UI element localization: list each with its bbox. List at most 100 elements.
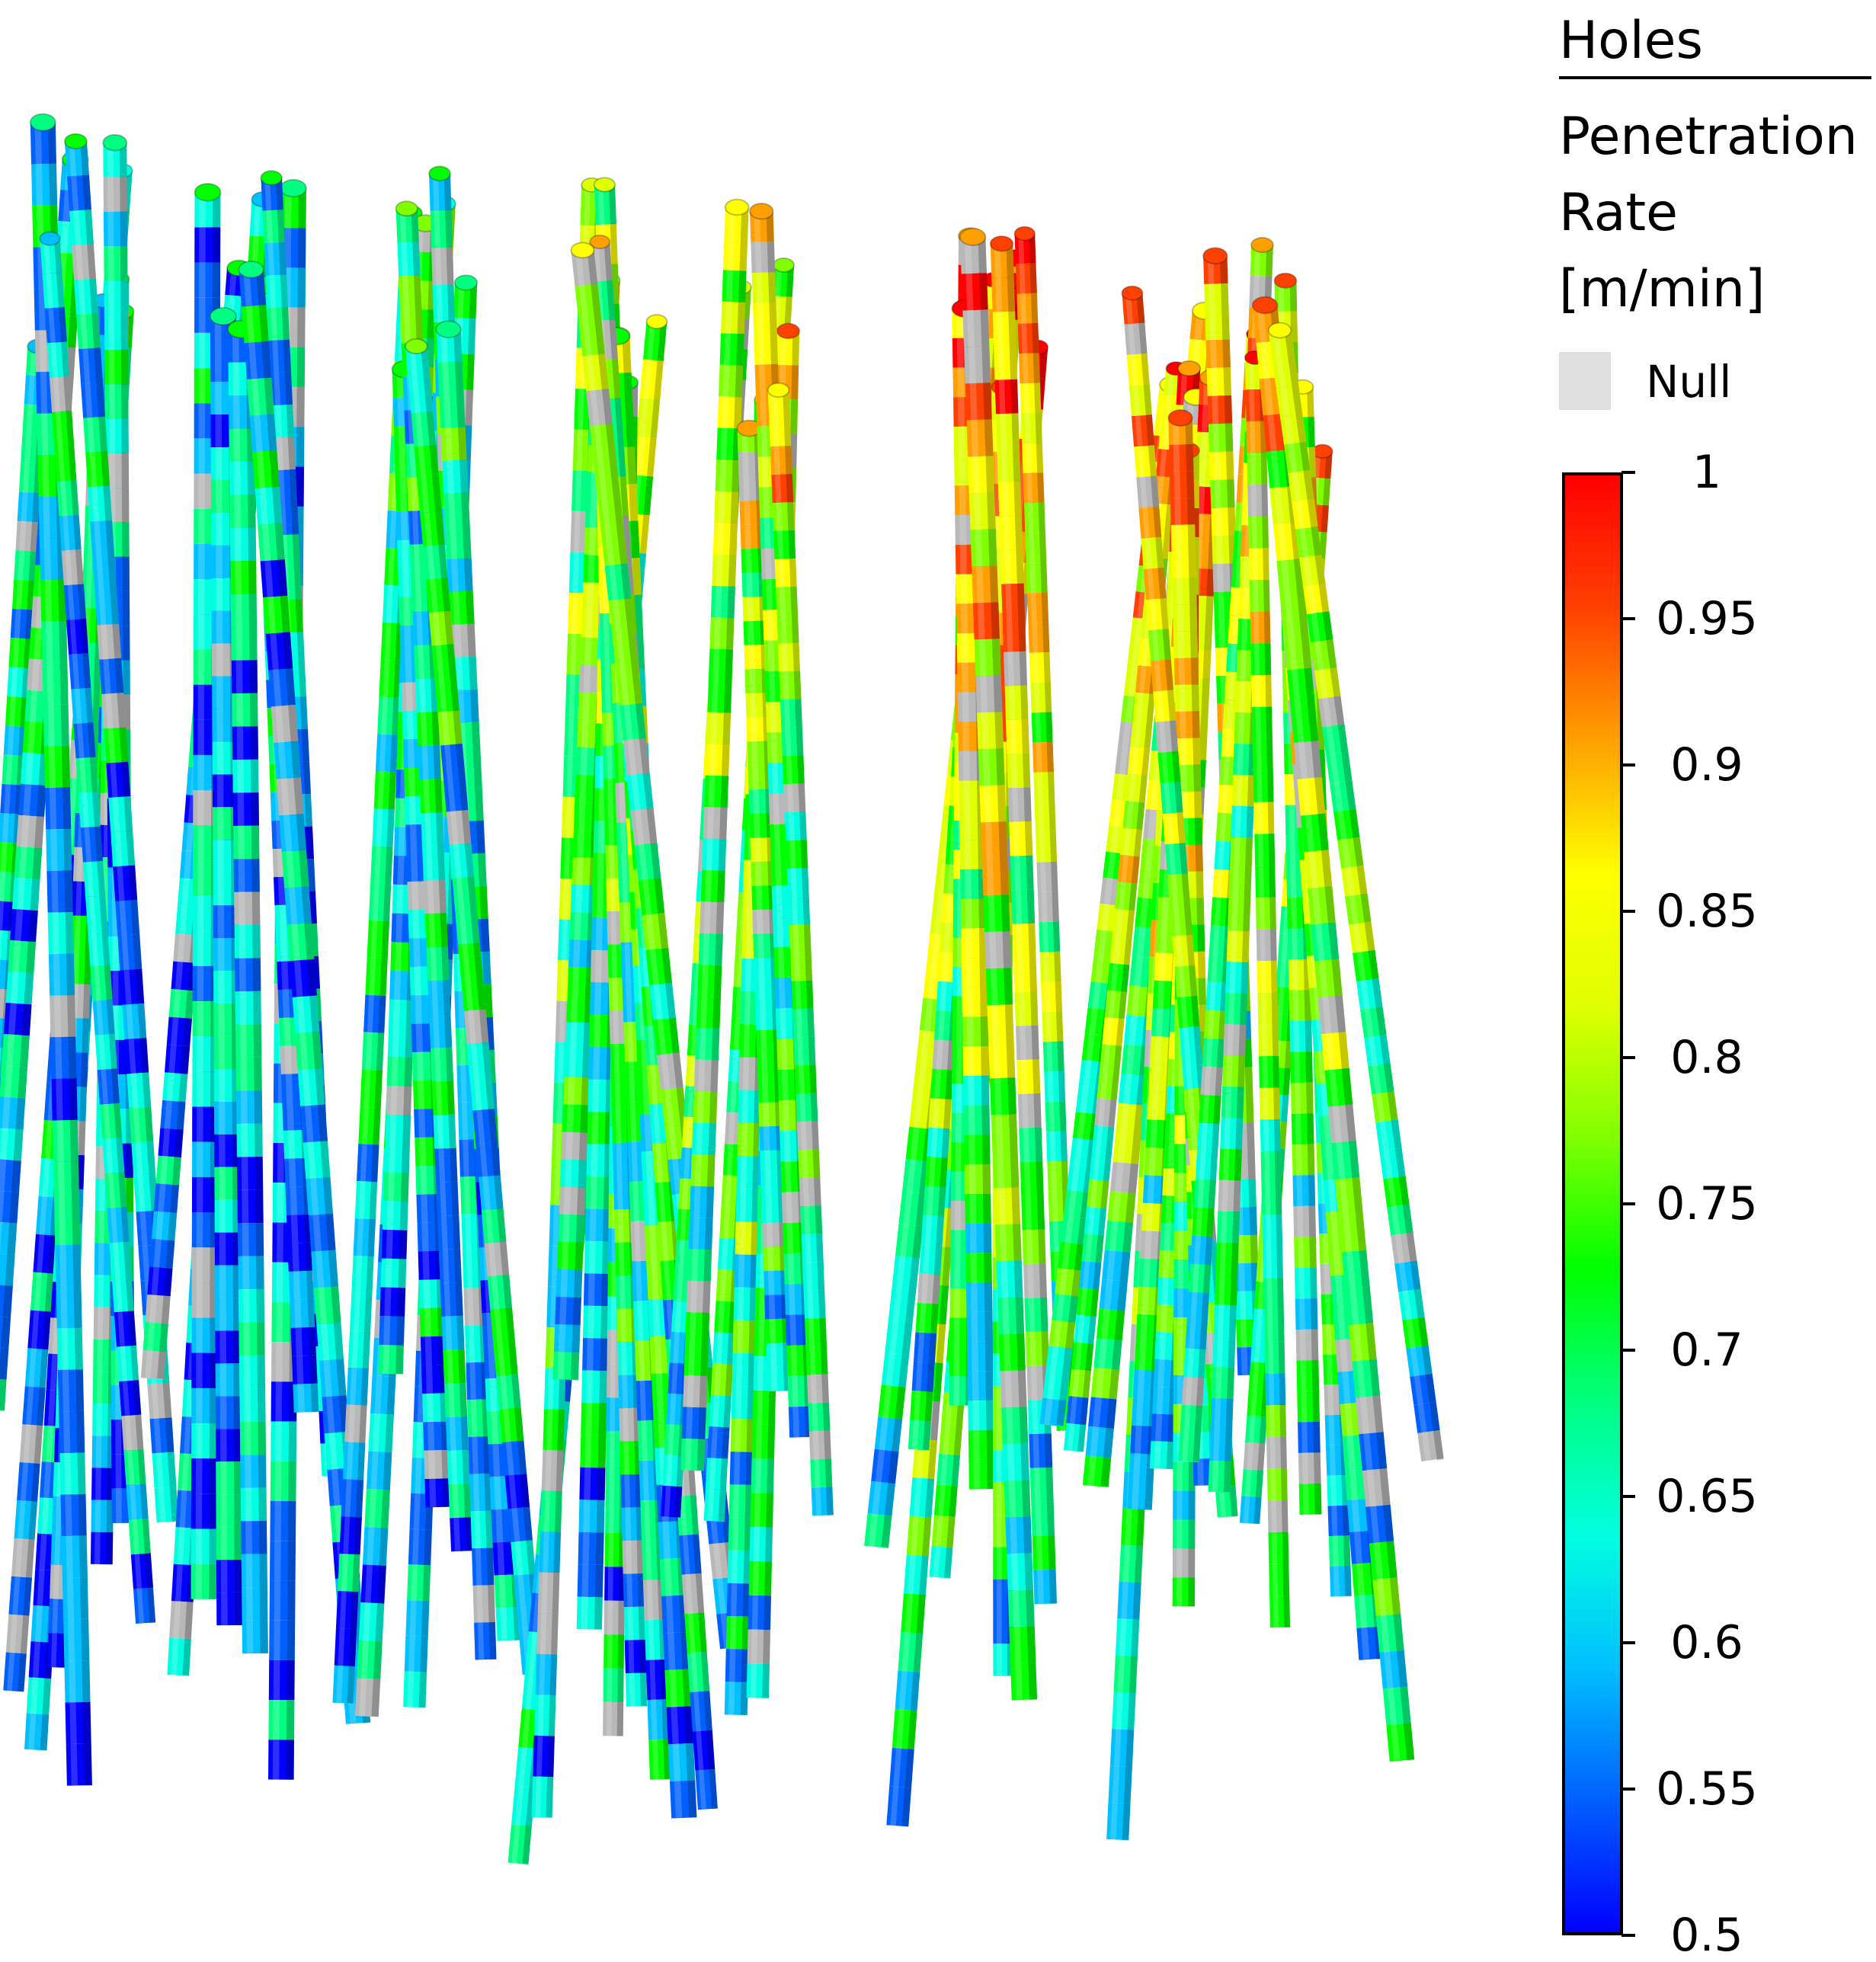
drillhole-segment xyxy=(1099,1279,1128,1311)
drillhole-segment xyxy=(805,1346,828,1375)
drillhole-segment xyxy=(239,1388,266,1423)
drillhole-segment xyxy=(898,1631,924,1672)
drillhole-segment xyxy=(17,491,40,523)
drillhole-segment xyxy=(409,543,433,578)
drillhole-segment xyxy=(50,1564,72,1600)
drillhole-segment xyxy=(408,378,434,414)
drillhole-segment xyxy=(623,1573,645,1608)
drillhole-segment xyxy=(131,1141,156,1178)
drillhole-segment xyxy=(771,885,796,917)
drillhole-segment xyxy=(622,981,645,1023)
drillhole-segment xyxy=(48,1599,70,1634)
drillhole-segment xyxy=(495,1607,522,1641)
drillhole-segment xyxy=(1375,1119,1402,1151)
drillhole-segment xyxy=(21,433,44,464)
drillhole-segment xyxy=(1223,1023,1247,1056)
drillhole-segment xyxy=(962,1046,989,1077)
drillhole-segment xyxy=(578,664,606,693)
drillhole-segment xyxy=(433,1114,456,1149)
drillhole-segment xyxy=(781,727,804,757)
drillhole-segment xyxy=(1113,1655,1138,1694)
drillhole-segment xyxy=(1304,850,1333,889)
drillhole-segment xyxy=(583,555,610,584)
drillhole-segment xyxy=(886,1786,912,1827)
drillhole-highlight xyxy=(535,184,591,1818)
drillhole-segment xyxy=(1036,861,1058,893)
drillhole-segment xyxy=(606,878,628,912)
drillhole-segment xyxy=(646,1064,670,1105)
drillhole-segment xyxy=(1260,1151,1282,1183)
drillhole-segment xyxy=(687,1651,710,1692)
drillhole-segment xyxy=(734,1254,758,1288)
drillhole-segment xyxy=(783,1222,807,1254)
drillhole-segment xyxy=(620,942,643,983)
drillhole-segment xyxy=(1141,1202,1168,1232)
drillhole-segment xyxy=(173,933,199,963)
drillhole-3d-view[interactable] xyxy=(0,0,1539,1962)
drillhole-segment xyxy=(94,1243,117,1275)
drillhole-segment xyxy=(175,905,201,936)
drillhole-segment xyxy=(428,610,454,646)
drillhole-segment xyxy=(124,1038,149,1074)
drillhole-segment xyxy=(1245,389,1266,422)
drillhole-segment xyxy=(717,1237,741,1271)
drillhole-segment xyxy=(279,1016,306,1047)
drillhole-segment xyxy=(1286,667,1315,707)
drillhole-segment xyxy=(610,1043,632,1077)
drillhole-segment xyxy=(26,1677,52,1715)
drillhole-segment xyxy=(671,1301,693,1333)
drillhole-segment xyxy=(501,1440,527,1476)
drillhole-segment xyxy=(407,881,434,911)
drillhole-segment xyxy=(319,1359,347,1397)
drillhole-segment xyxy=(126,1072,152,1109)
drillhole-segment xyxy=(612,1142,635,1177)
drillhole-segment xyxy=(244,341,272,379)
drillhole-segment xyxy=(448,1484,472,1519)
drillhole-segment xyxy=(285,1186,312,1215)
drillhole-segment xyxy=(1349,1530,1378,1564)
drillhole-segment xyxy=(928,1098,952,1129)
drillhole-segment xyxy=(1156,1304,1181,1333)
drillhole-segment xyxy=(418,744,441,780)
drillhole-segment xyxy=(378,1344,404,1375)
drillhole-segment xyxy=(607,1363,628,1398)
drillhole-segment xyxy=(408,937,435,968)
drillhole-segment xyxy=(575,774,601,804)
drillhole-segment xyxy=(1179,1026,1202,1059)
drillhole-segment xyxy=(972,602,1000,640)
drillhole-segment xyxy=(1177,995,1200,1029)
drillhole-segment xyxy=(1327,1505,1350,1537)
drillhole-segment xyxy=(577,719,603,748)
drillhole-segment xyxy=(1143,567,1167,600)
drillhole-segment xyxy=(1375,1614,1404,1653)
drillhole-segment xyxy=(263,595,290,634)
drillhole-highlight xyxy=(214,316,228,1626)
drillhole-segment xyxy=(450,623,476,658)
drillhole-segment xyxy=(1326,752,1353,784)
drillhole-segment xyxy=(69,210,94,246)
drillhole-segment xyxy=(466,1399,490,1437)
drillhole-segment xyxy=(30,1605,56,1643)
drillhole-segment xyxy=(756,1029,781,1055)
drillhole-segment xyxy=(735,1221,759,1255)
drillhole-segment xyxy=(61,1535,88,1578)
drillhole-segment xyxy=(52,411,75,447)
drillhole-segment xyxy=(126,1484,149,1520)
drillhole-segment xyxy=(597,493,624,531)
drillhole-segment xyxy=(94,1275,117,1307)
drillhole-segment xyxy=(1181,1376,1205,1407)
drillhole-segment xyxy=(288,1270,315,1300)
drillhole-segment xyxy=(59,1452,86,1495)
drillhole-segment xyxy=(1132,692,1155,722)
drillhole-segment xyxy=(1257,960,1278,993)
drillhole-segment xyxy=(1362,1468,1391,1507)
scale-tick-mark xyxy=(1621,1349,1635,1352)
drillhole-segment xyxy=(1288,959,1311,991)
drillhole-segment xyxy=(1041,981,1062,1013)
drillhole-segment xyxy=(443,776,469,812)
drillhole-segment xyxy=(1151,1413,1177,1442)
drillhole-segment xyxy=(738,452,763,477)
drillhole-segment xyxy=(645,947,673,985)
drillhole-segment xyxy=(712,554,737,587)
drillhole-segment xyxy=(1211,1366,1235,1399)
